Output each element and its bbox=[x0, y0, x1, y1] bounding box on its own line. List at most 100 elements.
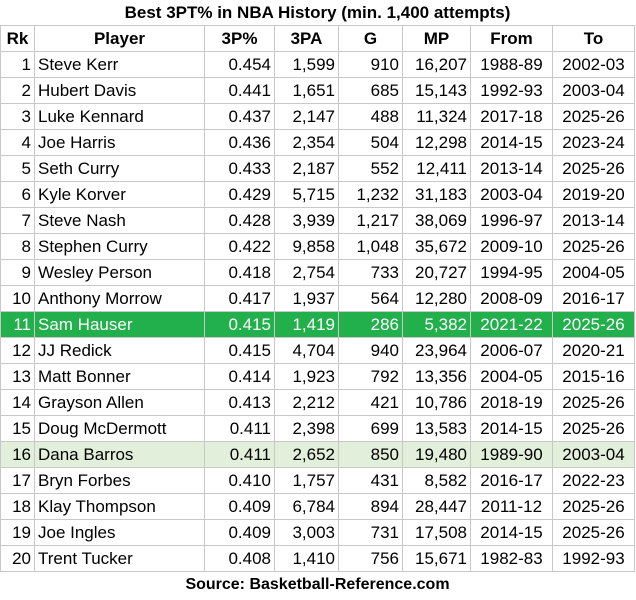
three-pct-cell: 0.422 bbox=[204, 233, 275, 260]
rank-cell: 14 bbox=[0, 389, 35, 416]
games-cell: 286 bbox=[338, 311, 403, 338]
player-cell: Grayson Allen bbox=[34, 389, 205, 416]
three-pa-cell: 2,212 bbox=[274, 389, 339, 416]
three-pct-cell: 0.417 bbox=[204, 285, 275, 312]
minutes-cell: 13,583 bbox=[402, 415, 471, 442]
minutes-cell: 16,207 bbox=[402, 51, 471, 78]
col-header-mp: MP bbox=[402, 25, 471, 52]
to-cell: 2020-21 bbox=[552, 337, 635, 364]
games-cell: 504 bbox=[338, 129, 403, 156]
from-cell: 2021-22 bbox=[470, 311, 553, 338]
minutes-cell: 17,508 bbox=[402, 519, 471, 546]
three-pa-cell: 2,354 bbox=[274, 129, 339, 156]
table-row: 10 Anthony Morrow 0.417 1,937 564 12,280 2008-… bbox=[0, 285, 635, 312]
minutes-cell: 28,447 bbox=[402, 493, 471, 520]
col-header-from: From bbox=[470, 25, 553, 52]
three-pa-cell: 9,858 bbox=[274, 233, 339, 260]
from-cell: 2013-14 bbox=[470, 155, 553, 182]
col-header-rk: Rk bbox=[0, 25, 35, 52]
table-row: 6 Kyle Korver 0.429 5,715 1,232 31,183 2003-04… bbox=[0, 181, 635, 208]
minutes-cell: 15,671 bbox=[402, 545, 471, 572]
to-cell: 2003-04 bbox=[552, 441, 635, 468]
three-pct-cell: 0.454 bbox=[204, 51, 275, 78]
three-pa-cell: 1,923 bbox=[274, 363, 339, 390]
table-row: 12 JJ Redick 0.415 4,704 940 23,964 2006-07 202… bbox=[0, 337, 635, 364]
player-cell: Hubert Davis bbox=[34, 77, 205, 104]
from-cell: 1982-83 bbox=[470, 545, 553, 572]
from-cell: 1988-89 bbox=[470, 51, 553, 78]
player-cell: Wesley Person bbox=[34, 259, 205, 286]
rank-cell: 6 bbox=[0, 181, 35, 208]
three-pct-cell: 0.415 bbox=[204, 311, 275, 338]
games-cell: 894 bbox=[338, 493, 403, 520]
to-cell: 2015-16 bbox=[552, 363, 635, 390]
three-pa-cell: 6,784 bbox=[274, 493, 339, 520]
games-cell: 488 bbox=[338, 103, 403, 130]
rank-cell: 3 bbox=[0, 103, 35, 130]
player-cell: Matt Bonner bbox=[34, 363, 205, 390]
three-pct-cell: 0.411 bbox=[204, 415, 275, 442]
table-row: 7 Steve Nash 0.428 3,939 1,217 38,069 1996-97 2… bbox=[0, 207, 635, 234]
player-cell: Seth Curry bbox=[34, 155, 205, 182]
three-pa-cell: 1,937 bbox=[274, 285, 339, 312]
rank-cell: 20 bbox=[0, 545, 35, 572]
source-note: Source: Basketball-Reference.com bbox=[0, 571, 635, 597]
games-cell: 421 bbox=[338, 389, 403, 416]
to-cell: 2004-05 bbox=[552, 259, 635, 286]
from-cell: 2016-17 bbox=[470, 467, 553, 494]
rank-cell: 8 bbox=[0, 233, 35, 260]
three-pct-cell: 0.437 bbox=[204, 103, 275, 130]
to-cell: 2022-23 bbox=[552, 467, 635, 494]
rank-cell: 2 bbox=[0, 77, 35, 104]
table-row: 18 Klay Thompson 0.409 6,784 894 28,447 2011-1… bbox=[0, 493, 635, 520]
games-cell: 792 bbox=[338, 363, 403, 390]
rank-cell: 10 bbox=[0, 285, 35, 312]
to-cell: 2003-04 bbox=[552, 77, 635, 104]
games-cell: 756 bbox=[338, 545, 403, 572]
three-pa-cell: 1,419 bbox=[274, 311, 339, 338]
three-pct-cell: 0.429 bbox=[204, 181, 275, 208]
games-cell: 685 bbox=[338, 77, 403, 104]
to-cell: 2025-26 bbox=[552, 155, 635, 182]
table-row: 16 Dana Barros 0.411 2,652 850 19,480 1989-90 2… bbox=[0, 441, 635, 468]
to-cell: 2025-26 bbox=[552, 233, 635, 260]
minutes-cell: 31,183 bbox=[402, 181, 471, 208]
from-cell: 2003-04 bbox=[470, 181, 553, 208]
from-cell: 2014-15 bbox=[470, 519, 553, 546]
player-cell: Steve Nash bbox=[34, 207, 205, 234]
games-cell: 552 bbox=[338, 155, 403, 182]
player-cell: Anthony Morrow bbox=[34, 285, 205, 312]
minutes-cell: 12,280 bbox=[402, 285, 471, 312]
games-cell: 1,217 bbox=[338, 207, 403, 234]
player-cell: Kyle Korver bbox=[34, 181, 205, 208]
from-cell: 2011-12 bbox=[470, 493, 553, 520]
three-pct-cell: 0.436 bbox=[204, 129, 275, 156]
player-cell: Joe Harris bbox=[34, 129, 205, 156]
games-cell: 699 bbox=[338, 415, 403, 442]
minutes-cell: 13,356 bbox=[402, 363, 471, 390]
player-cell: Stephen Curry bbox=[34, 233, 205, 260]
from-cell: 2008-09 bbox=[470, 285, 553, 312]
games-cell: 564 bbox=[338, 285, 403, 312]
rank-cell: 13 bbox=[0, 363, 35, 390]
col-header-to: To bbox=[552, 25, 635, 52]
player-cell: Joe Ingles bbox=[34, 519, 205, 546]
rank-cell: 19 bbox=[0, 519, 35, 546]
table-row: 11 Sam Hauser 0.415 1,419 286 5,382 2021-22 202… bbox=[0, 311, 635, 338]
source-row: Source: Basketball-Reference.com bbox=[0, 571, 635, 597]
three-pct-cell: 0.413 bbox=[204, 389, 275, 416]
to-cell: 2013-14 bbox=[552, 207, 635, 234]
to-cell: 2025-26 bbox=[552, 415, 635, 442]
minutes-cell: 20,727 bbox=[402, 259, 471, 286]
to-cell: 2002-03 bbox=[552, 51, 635, 78]
three-pct-cell: 0.409 bbox=[204, 519, 275, 546]
table-row: 19 Joe Ingles 0.409 3,003 731 17,508 2014-15 20… bbox=[0, 519, 635, 546]
table-row: 3 Luke Kennard 0.437 2,147 488 11,324 2017-18 2… bbox=[0, 103, 635, 130]
three-pa-cell: 3,939 bbox=[274, 207, 339, 234]
minutes-cell: 12,411 bbox=[402, 155, 471, 182]
from-cell: 2009-10 bbox=[470, 233, 553, 260]
rank-cell: 7 bbox=[0, 207, 35, 234]
minutes-cell: 5,382 bbox=[402, 311, 471, 338]
three-pct-cell: 0.414 bbox=[204, 363, 275, 390]
table-row: 13 Matt Bonner 0.414 1,923 792 13,356 2004-05 2… bbox=[0, 363, 635, 390]
